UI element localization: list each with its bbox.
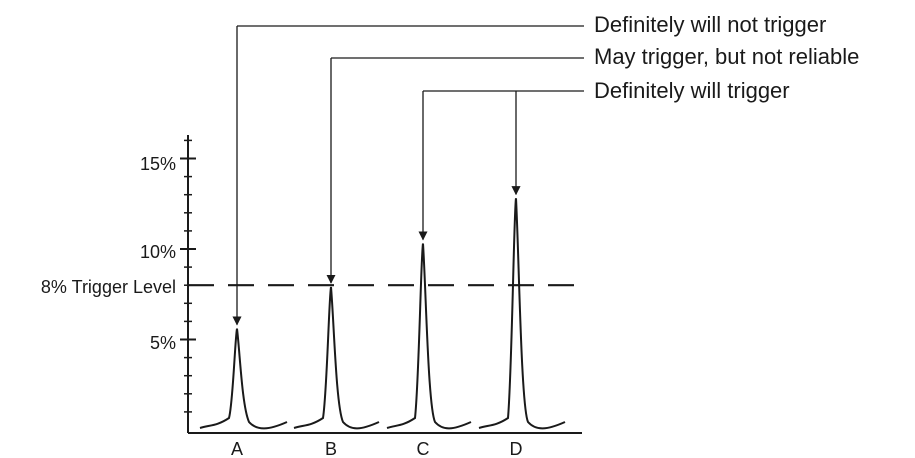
- y-tick-label-10: 10%: [140, 242, 176, 262]
- peak-curve-b: [293, 286, 380, 430]
- annotation-label-will-not-trigger: Definitely will not trigger: [594, 12, 826, 37]
- x-label-a: A: [231, 439, 243, 458]
- peak-curve-a: [199, 328, 288, 430]
- annotation-label-may-trigger: May trigger, but not reliable: [594, 44, 859, 69]
- peak-curve-c: [386, 243, 472, 430]
- peak-curve-d: [478, 198, 566, 430]
- x-label-b: B: [325, 439, 337, 458]
- annotation-label-will-trigger: Definitely will trigger: [594, 78, 790, 103]
- y-axis-major-ticks: [180, 157, 196, 341]
- y-tick-label-5: 5%: [150, 333, 176, 353]
- peak-curves: [199, 198, 566, 430]
- y-tick-label-15: 15%: [140, 154, 176, 174]
- x-label-d: D: [510, 439, 523, 458]
- x-label-c: C: [417, 439, 430, 458]
- annotation-leaders: [232, 25, 584, 326]
- trigger-level-label: 8% Trigger Level: [41, 277, 176, 297]
